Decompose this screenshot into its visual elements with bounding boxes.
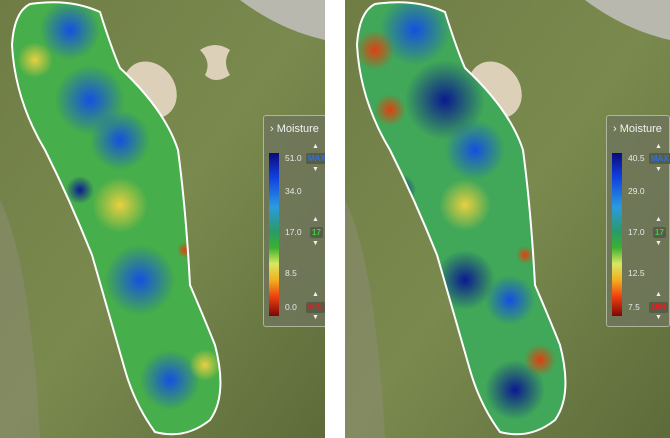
color-scale-bar — [612, 153, 622, 316]
mid-button[interactable]: 17 — [310, 227, 323, 238]
tick-label: 7.5 — [628, 302, 640, 312]
tick-label: 29.0 — [628, 186, 645, 196]
mid-down-icon[interactable]: ▼ — [655, 240, 662, 247]
max-down-icon[interactable]: ▼ — [655, 166, 662, 173]
mid-up-icon[interactable]: ▲ — [312, 216, 319, 223]
chevron-right-icon: › — [613, 123, 617, 135]
tick-label: 0.0 — [285, 302, 297, 312]
max-button[interactable]: MAX — [649, 153, 670, 164]
max-up-icon[interactable]: ▲ — [312, 143, 319, 150]
max-down-icon[interactable]: ▼ — [312, 166, 319, 173]
fairway-boundary — [355, 1, 567, 436]
mid-down-icon[interactable]: ▼ — [312, 240, 319, 247]
tick-label: 40.5 — [628, 153, 645, 163]
min-button[interactable]: MIN — [649, 302, 668, 313]
max-up-icon[interactable]: ▲ — [655, 143, 662, 150]
tick-label: 12.5 — [628, 268, 645, 278]
max-button[interactable]: MAX — [306, 153, 325, 164]
min-up-icon[interactable]: ▲ — [312, 291, 319, 298]
color-scale-bar — [269, 153, 279, 316]
tick-label: 51.0 — [285, 153, 302, 163]
min-up-icon[interactable]: ▲ — [655, 291, 662, 298]
min-down-icon[interactable]: ▼ — [655, 314, 662, 321]
aerial-map[interactable] — [0, 0, 325, 438]
chevron-right-icon: › — [270, 123, 274, 135]
moisture-map-1[interactable]: › Moisture 51.0 34.0 17.0 8.5 0.0 ▲ MAX … — [0, 0, 325, 438]
mid-button[interactable]: 17 — [653, 227, 666, 238]
mid-up-icon[interactable]: ▲ — [655, 216, 662, 223]
fairway-boundary — [10, 1, 222, 436]
legend-toggle[interactable]: › Moisture — [270, 123, 319, 135]
min-down-icon[interactable]: ▼ — [312, 314, 319, 321]
moisture-legend: › Moisture 51.0 34.0 17.0 8.5 0.0 ▲ MAX … — [263, 115, 325, 327]
legend-toggle[interactable]: › Moisture — [613, 123, 662, 135]
moisture-map-2[interactable]: › Moisture 40.5 29.0 17.0 12.5 7.5 ▲ MAX… — [345, 0, 670, 438]
tick-label: 8.5 — [285, 268, 297, 278]
tick-label: 34.0 — [285, 186, 302, 196]
tick-label: 17.0 — [285, 227, 302, 237]
moisture-legend: › Moisture 40.5 29.0 17.0 12.5 7.5 ▲ MAX… — [606, 115, 670, 327]
min-button[interactable]: MIN — [306, 302, 325, 313]
tick-label: 17.0 — [628, 227, 645, 237]
